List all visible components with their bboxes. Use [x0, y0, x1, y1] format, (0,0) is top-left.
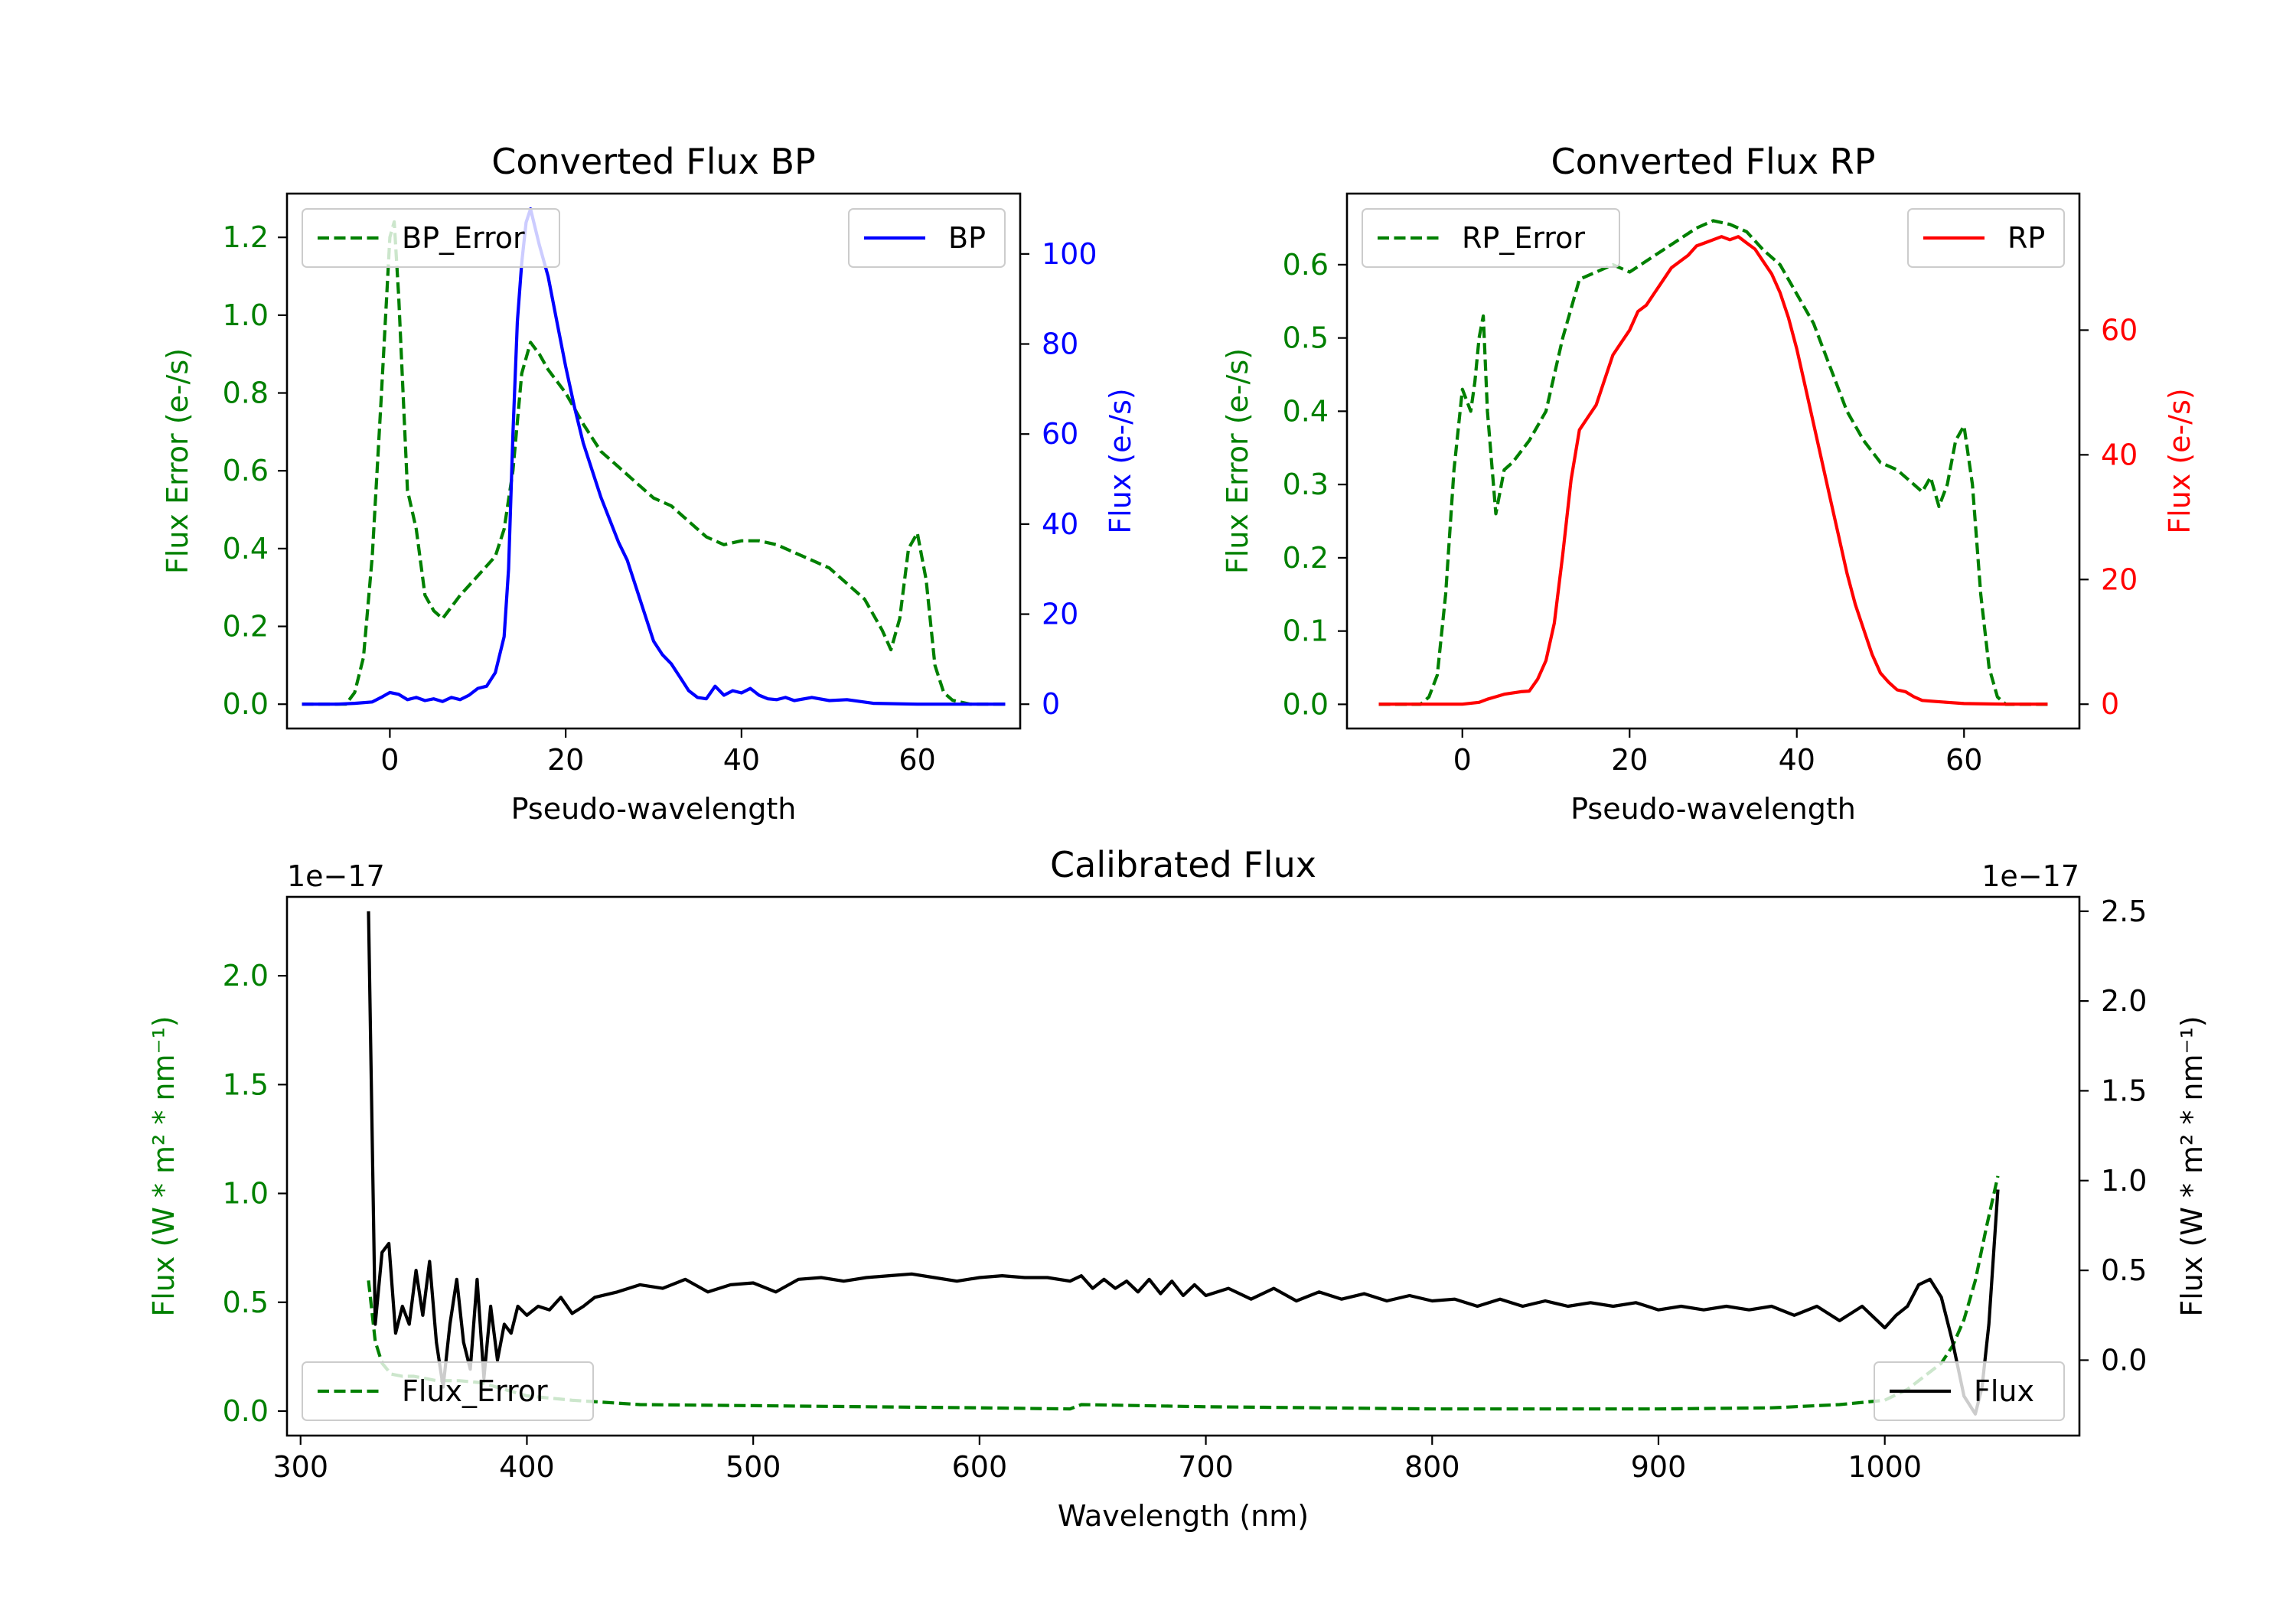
cal-offset-left: 1e−17 [287, 859, 385, 893]
bp-y-right-tick-label: 20 [1042, 598, 1078, 631]
legend-box [1362, 208, 1620, 268]
rp-x-axis-label: Pseudo-wavelength [1570, 792, 1856, 826]
rp-chart: 0 20 40 60 0.0 0.1 0.2 0.3 0.4 0.5 0.6 0 20 40 60 Conve… [1221, 141, 2197, 826]
rp-x-tick-label: 40 [1779, 743, 1815, 777]
bp-y-left-tick-label: 0.4 [223, 532, 269, 566]
cal-y-right-tick-label: 0.0 [2101, 1343, 2147, 1377]
legend-label: Flux_Error [402, 1374, 548, 1408]
legend-label: Flux [1974, 1374, 2034, 1408]
rp-legend-rp: RP [1907, 208, 2065, 268]
rp-x-tick-label: 0 [1453, 743, 1472, 777]
rp-y-right-tick-label: 40 [2101, 438, 2138, 471]
legend-box [302, 208, 560, 268]
cal-y-left-tick-label: 2.0 [223, 959, 269, 993]
rp-y-left-tick-label: 0.2 [1283, 541, 1329, 575]
legend-box [1874, 1361, 2065, 1421]
rp-y-right-axis-label: Flux (e-/s) [2163, 388, 2197, 533]
cal-x-tick-label: 1000 [1848, 1450, 1922, 1484]
bp-y-left-tick-label: 1.2 [223, 220, 269, 254]
rp-rp-line [1378, 235, 2048, 706]
legend-label: RP_Error [1462, 221, 1585, 255]
cal-x-tick-label: 500 [726, 1450, 781, 1484]
legend-box [848, 208, 1006, 268]
bp-y-left-tick-label: 0.8 [223, 376, 269, 410]
rp-y-left-tick-label: 0.1 [1283, 614, 1329, 648]
rp-rp-error-line [1378, 219, 2048, 706]
cal-x-tick-label: 700 [1178, 1450, 1234, 1484]
rp-y-left-tick-label: 0.5 [1283, 321, 1329, 355]
bp-plot-frame [285, 192, 1022, 730]
cal-x-tick-label: 300 [272, 1450, 328, 1484]
rp-x-tick-label: 60 [1945, 743, 1982, 777]
bp-y-right-tick-label: 0 [1042, 687, 1060, 721]
cal-y-left-tick-label: 0.5 [223, 1286, 269, 1319]
legend-box [302, 1361, 594, 1421]
bp-bp-line [302, 207, 1006, 706]
cal-y-left-tick-label: 1.5 [223, 1068, 269, 1101]
bp-legend-bp: BP [848, 208, 1006, 268]
rp-y-left-tick-label: 0.6 [1283, 248, 1329, 282]
bp-x-axis-label: Pseudo-wavelength [511, 792, 797, 826]
cal-y-right-tick-label: 1.0 [2101, 1164, 2147, 1198]
bp-title: Converted Flux BP [491, 141, 816, 182]
cal-y-right-axis-label: Flux (W * m² * nm⁻¹) [2175, 1015, 2209, 1316]
rp-y-right-tick-label: 20 [2101, 562, 2138, 596]
cal-plot-frame [285, 895, 2081, 1437]
bp-x-tick-label: 40 [723, 743, 760, 777]
bp-chart: 0 20 40 60 0.0 0.2 0.4 0.6 0.8 1.0 1.2 0 20 40 60 80 100… [161, 141, 1137, 826]
cal-legend-flux-error: Flux_Error [302, 1361, 594, 1421]
cal-x-tick-label: 600 [952, 1450, 1008, 1484]
bp-y-right-tick-label: 40 [1042, 507, 1078, 541]
cal-offset-right: 1e−17 [1981, 859, 2079, 893]
cal-title: Calibrated Flux [1050, 844, 1316, 885]
bp-y-left-axis-label: Flux Error (e-/s) [161, 348, 194, 574]
legend-label: BP_Error [402, 221, 525, 255]
bp-y-right-tick-label: 60 [1042, 417, 1078, 451]
rp-x-tick-label: 20 [1611, 743, 1648, 777]
bp-x-tick-label: 60 [899, 743, 935, 777]
cal-y-right-tick-label: 1.5 [2101, 1074, 2147, 1107]
bp-y-left-tick-label: 0.6 [223, 454, 269, 487]
cal-legend-flux: Flux [1874, 1361, 2065, 1421]
cal-x-tick-label: 800 [1404, 1450, 1460, 1484]
bp-legend-bp-error: BP_Error [302, 208, 560, 268]
rp-plot-frame [1345, 192, 2081, 730]
legend-box [1907, 208, 2065, 268]
bp-y-right-tick-label: 100 [1042, 237, 1097, 271]
cal-y-left-tick-label: 0.0 [223, 1394, 269, 1428]
legend-label: BP [948, 221, 986, 255]
rp-y-left-tick-label: 0.3 [1283, 468, 1329, 501]
cal-y-right-tick-label: 2.0 [2101, 984, 2147, 1018]
bp-y-left-tick-label: 1.0 [223, 298, 269, 332]
cal-x-tick-label: 400 [499, 1450, 555, 1484]
bp-y-right-axis-label: Flux (e-/s) [1104, 388, 1137, 533]
cal-x-tick-label: 900 [1631, 1450, 1687, 1484]
rp-y-right-tick-label: 60 [2101, 313, 2138, 347]
bp-x-tick-label: 20 [547, 743, 584, 777]
bp-y-right-tick-label: 80 [1042, 328, 1078, 361]
cal-y-right-tick-label: 2.5 [2101, 895, 2147, 928]
cal-chart: 300 400 500 600 700 800 900 1000 0.0 0.5 1.0 1.5 2.0… [147, 844, 2209, 1533]
legend-label: RP [2007, 221, 2045, 255]
rp-y-left-tick-label: 0.4 [1283, 394, 1329, 428]
bp-x-tick-label: 0 [380, 743, 399, 777]
cal-y-left-axis-label: Flux (W * m² * nm⁻¹) [147, 1015, 181, 1316]
chart-layer: 0 20 40 60 0.0 0.2 0.4 0.6 0.8 1.0 1.2 0 20 40 60 80 100… [147, 141, 2209, 1533]
bp-y-left-tick-label: 0.0 [223, 687, 269, 721]
cal-y-right-tick-label: 0.5 [2101, 1253, 2147, 1287]
rp-legend-rp-error: RP_Error [1362, 208, 1620, 268]
rp-title: Converted Flux RP [1551, 141, 1876, 182]
cal-x-axis-label: Wavelength (nm) [1058, 1499, 1309, 1533]
rp-y-left-tick-label: 0.0 [1283, 687, 1329, 721]
cal-y-left-tick-label: 1.0 [223, 1177, 269, 1211]
bp-bp-error-line [302, 220, 1006, 706]
rp-y-left-axis-label: Flux Error (e-/s) [1221, 348, 1254, 574]
rp-y-right-tick-label: 0 [2101, 687, 2119, 721]
bp-y-left-tick-label: 0.2 [223, 610, 269, 644]
